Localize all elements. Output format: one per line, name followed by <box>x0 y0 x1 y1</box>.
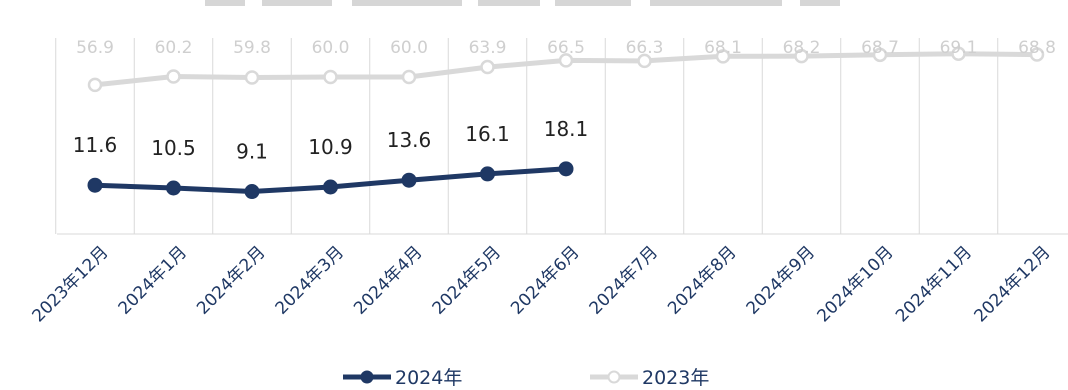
series-2023-data-label: 66.5 <box>547 38 585 58</box>
series-2023-point <box>715 49 731 64</box>
series-2023-point <box>166 69 181 84</box>
x-tick-label: 2024年1月 <box>115 242 191 318</box>
series-2023-data-label: 60.0 <box>312 38 350 58</box>
series-2024-point <box>166 180 181 196</box>
series-2024-point <box>323 179 338 195</box>
series-2023-point <box>323 69 338 85</box>
x-tick-label: 2024年5月 <box>429 242 505 318</box>
series-2024-data-label: 18.1 <box>544 117 589 141</box>
series-2024-point <box>558 161 574 177</box>
series-2024-data-label: 9.1 <box>236 140 268 164</box>
series-2024-data-label: 16.1 <box>465 122 510 146</box>
data-labels: 56.9 60.2 59.8 60.0 60.0 63.9 66.5 66.3 68.1 68.2… <box>73 38 1056 164</box>
legend-2024-label: 2024年 <box>395 367 462 389</box>
series-2023-point <box>87 77 103 93</box>
x-axis-tick-labels: 2023年12月 2024年1月 2024年2月 2024年3月 2024年4月 2024… <box>28 242 1054 326</box>
series-2023-point <box>480 59 495 75</box>
legend-2023-label: 2023年 <box>642 367 709 389</box>
series-2023-data-label: 68.7 <box>861 38 899 58</box>
legend-2023-swatch-marker <box>607 370 621 384</box>
series-2023-data-label: 66.3 <box>626 38 664 58</box>
series-2024-data-label: 11.6 <box>73 133 118 157</box>
x-tick-label: 2024年8月 <box>664 242 740 318</box>
series-2024-point <box>87 177 103 193</box>
series-2024-data-label: 10.5 <box>151 136 196 160</box>
legend-2024-swatch-marker <box>360 370 374 384</box>
series-2024-point <box>480 166 495 182</box>
series-2024-point <box>244 184 260 200</box>
x-tick-label: 2024年4月 <box>350 242 426 318</box>
series-2023-point <box>872 47 888 63</box>
series-2023-point <box>1029 47 1045 62</box>
x-tick-label: 2024年10月 <box>813 242 897 326</box>
x-tick-label: 2024年7月 <box>586 242 662 318</box>
x-tick-label: 2024年12月 <box>970 242 1054 326</box>
series-2023-data-label: 68.2 <box>783 38 821 58</box>
series-2023-point <box>244 70 260 85</box>
x-tick-label: 2024年2月 <box>193 242 269 318</box>
x-tick-label: 2024年11月 <box>892 242 976 326</box>
series-2023-data-label: 60.0 <box>390 38 428 58</box>
series-2023-data-label: 68.1 <box>704 38 742 58</box>
series-2023-data-label: 63.9 <box>469 38 507 58</box>
series-2024-point <box>401 172 417 188</box>
series-2024-data-label: 10.9 <box>308 135 353 159</box>
x-tick-label: 2024年3月 <box>272 242 348 318</box>
series-2023-data-label: 56.9 <box>76 38 114 58</box>
series-2023-point <box>558 53 574 68</box>
series-2023-data-label: 68.8 <box>1018 38 1056 58</box>
series-2023-point <box>637 53 652 69</box>
series-2023-data-label: 69.1 <box>940 38 978 58</box>
series-2023-point <box>794 48 809 64</box>
series-points <box>87 46 1045 200</box>
x-tick-label: 2024年6月 <box>507 242 583 318</box>
series-2023-data-label: 59.8 <box>233 38 271 58</box>
series-2023-point <box>401 69 417 85</box>
series-2023-point <box>951 46 966 62</box>
x-tick-label: 2024年9月 <box>743 242 819 318</box>
legend: 2024年 2023年 <box>343 367 709 389</box>
series-2023-data-label: 60.2 <box>155 38 193 58</box>
series-2024-data-label: 13.6 <box>387 128 432 152</box>
cropped-title <box>205 0 840 6</box>
x-tick-label: 2023年12月 <box>28 242 112 326</box>
